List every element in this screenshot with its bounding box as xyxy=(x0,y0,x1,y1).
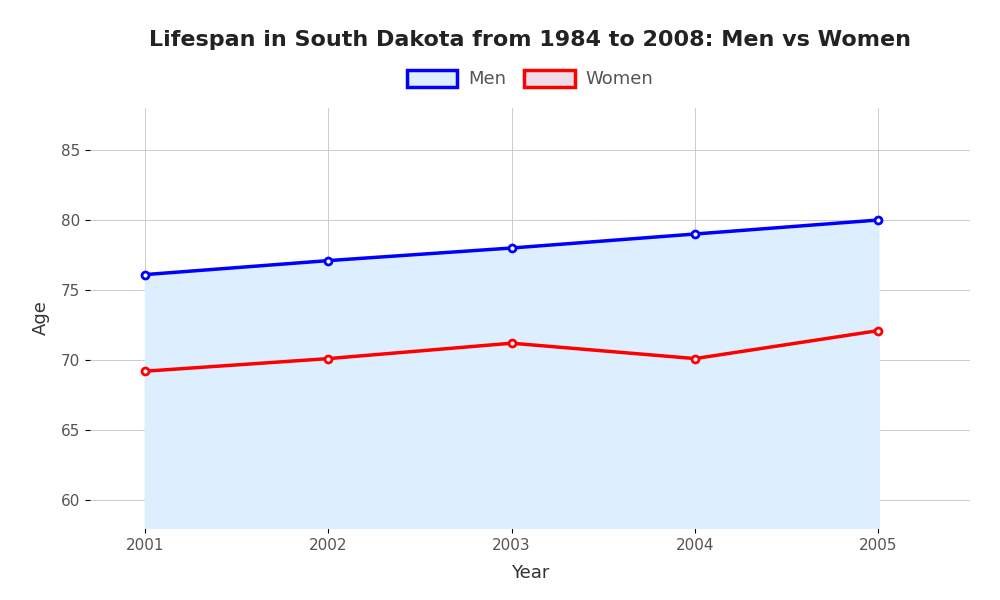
Y-axis label: Age: Age xyxy=(32,301,50,335)
Legend: Men, Women: Men, Women xyxy=(399,62,661,95)
X-axis label: Year: Year xyxy=(511,564,549,582)
Title: Lifespan in South Dakota from 1984 to 2008: Men vs Women: Lifespan in South Dakota from 1984 to 20… xyxy=(149,29,911,49)
